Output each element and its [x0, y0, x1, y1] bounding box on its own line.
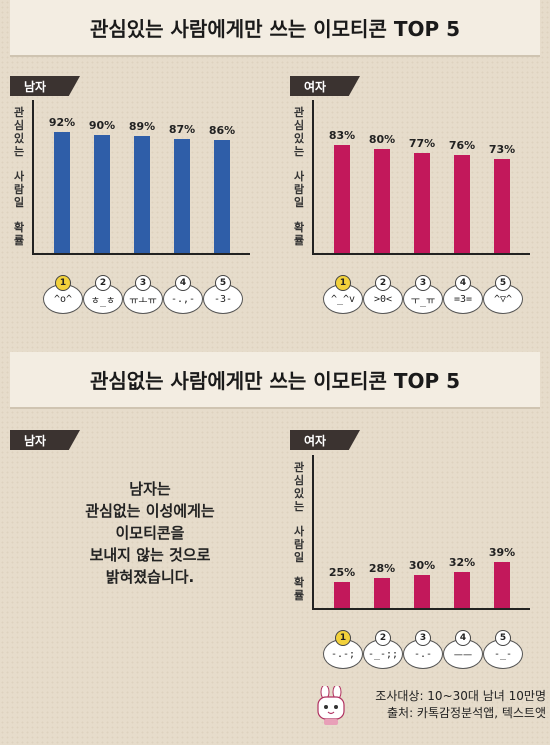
top-title: 관심있는 사람에게만 쓰는 이모티콘 TOP 5 [89, 17, 461, 41]
bar [94, 134, 110, 253]
footer-source: 조사대상: 10~30대 남녀 10만명 출처: 카톡감정분석앱, 텍스트앳 [346, 688, 546, 722]
tag-female-1: 여자 [290, 76, 360, 96]
y-axis-line [312, 100, 314, 253]
tag-male-2: 남자 [10, 430, 80, 450]
bar [494, 158, 510, 253]
bar [454, 154, 470, 253]
bar [494, 562, 510, 608]
rank-badge: 3 [415, 275, 431, 291]
rank-badge: 5 [495, 630, 511, 646]
bar-value-label: 25% [328, 566, 356, 580]
rank-badge: 4 [455, 630, 471, 646]
chart-male-interested: 관 심 있 는 사 람 일 확 률 92% ^o^ 1 90% ㅎ_ㅎ 2 89% ㅠㅗㅠ 3 87% -.,- 4 86… [10, 100, 250, 320]
bar [174, 139, 190, 253]
rank-badge: 2 [375, 275, 391, 291]
survey-info: 조사대상: 10~30대 남녀 10만명 [375, 689, 546, 703]
bar-value-label: 90% [88, 118, 116, 132]
rank-badge: 1 [335, 275, 351, 291]
bar-value-label: 89% [128, 120, 156, 134]
bar [414, 575, 430, 608]
bar-value-label: 77% [408, 137, 436, 151]
bar-value-label: 87% [168, 123, 196, 137]
source-info: 출처: 카톡감정분석앱, 텍스트앳 [386, 706, 546, 720]
rank-badge: 5 [215, 275, 231, 291]
bar-value-label: 76% [448, 138, 476, 152]
bar [414, 153, 430, 253]
rank-badge: 1 [55, 275, 71, 291]
emoticon-label: -.,- [163, 284, 203, 314]
bar-value-label: 39% [488, 546, 516, 560]
chart-female-interested: 관 심 있 는 사 람 일 확 률 83% ^_^v 1 80% >0< 2 77% ㅜ_ㅠ 3 76% =3= 4 73… [290, 100, 530, 320]
bar [54, 131, 70, 253]
bar-value-label: 80% [368, 133, 396, 146]
x-axis-line [312, 608, 530, 610]
bar-value-label: 86% [208, 124, 236, 138]
bar-value-label: 28% [368, 562, 396, 576]
top-title-banner: 관심있는 사람에게만 쓰는 이모티콘 TOP 5 [10, 0, 540, 57]
bar [134, 136, 150, 253]
rank-badge: 2 [95, 275, 111, 291]
bar-value-label: 32% [448, 556, 476, 570]
bar-value-label: 83% [328, 128, 356, 142]
bar-value-label: 73% [488, 142, 516, 156]
tag-male-1: 남자 [10, 76, 80, 96]
bar [214, 140, 230, 253]
bar-value-label: 92% [48, 115, 76, 129]
y-axis-line [32, 100, 34, 253]
rank-badge: 3 [135, 275, 151, 291]
x-axis-line [32, 253, 250, 255]
bottom-title: 관심없는 사람에게만 쓰는 이모티콘 TOP 5 [89, 369, 461, 393]
male-uninterested-note: 남자는 관심없는 이성에게는 이모티콘을 보내지 않는 것으로 밝혀졌습니다. [85, 480, 215, 586]
rank-badge: 5 [495, 275, 511, 291]
rank-badge: 2 [375, 630, 391, 646]
chart-female-uninterested: 관 심 있 는 사 람 일 확 률 25% -.-; 1 28% -_-;; 2 30% -.- 3 32% ㅡㅡ 4 3… [290, 455, 530, 675]
y-axis-line [312, 455, 314, 608]
rank-badge: 4 [175, 275, 191, 291]
bar [334, 144, 350, 253]
rank-badge: 4 [455, 275, 471, 291]
bar [454, 572, 470, 608]
bar-value-label: 30% [408, 559, 436, 573]
x-axis-line [312, 253, 530, 255]
rank-badge: 3 [415, 630, 431, 646]
bottom-title-banner: 관심없는 사람에게만 쓰는 이모티콘 TOP 5 [10, 352, 540, 409]
rabbit-mascot-icon [317, 686, 345, 725]
emoticon-label: =3= [443, 284, 483, 314]
tag-female-2: 여자 [290, 430, 360, 450]
bar [334, 582, 350, 608]
rank-badge: 1 [335, 630, 351, 646]
bar [374, 149, 390, 253]
bar [374, 578, 390, 608]
